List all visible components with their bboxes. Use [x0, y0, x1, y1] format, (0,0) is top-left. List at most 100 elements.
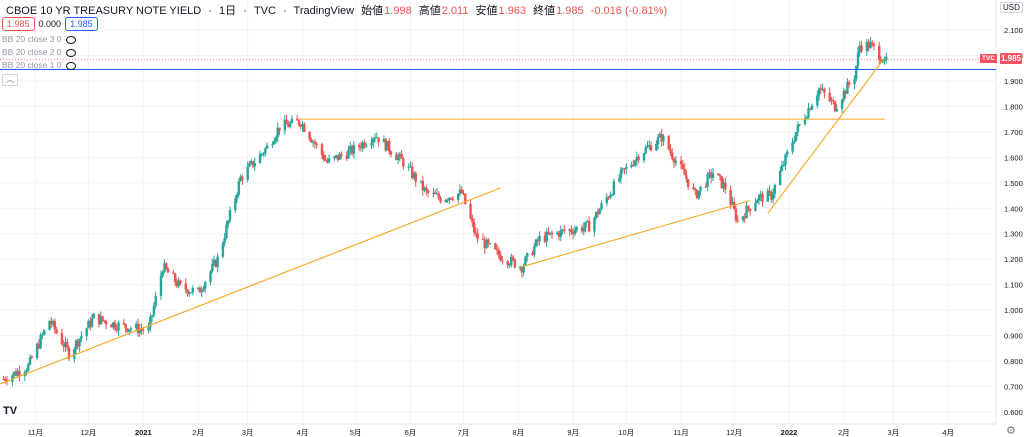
candle-body: [637, 156, 640, 161]
candle-body: [511, 256, 515, 260]
x-tick-label: 6月: [405, 428, 417, 437]
candle-body: [881, 61, 884, 63]
candle-body: [150, 315, 154, 317]
candle-body: [568, 229, 571, 232]
candle-body: [810, 105, 814, 110]
eye-icon[interactable]: [65, 61, 76, 70]
trendline[interactable]: [521, 200, 751, 268]
candle-body: [388, 140, 391, 152]
trade-pills: 1.985 0.000 1.985: [2, 17, 98, 31]
candle-body: [755, 200, 759, 204]
candle-body: [273, 141, 276, 145]
candle-body: [308, 131, 311, 140]
candle-body: [855, 65, 858, 80]
candle-body: [138, 329, 141, 334]
candle-body: [630, 164, 633, 167]
candle-body: [633, 160, 637, 166]
candle-body: [786, 151, 789, 155]
open-value: 1.998: [384, 5, 412, 17]
candle-body: [456, 193, 460, 200]
interval-label[interactable]: 1日: [219, 5, 237, 17]
candle-body: [253, 163, 256, 167]
ohlc-values: 始値1.998 高値2.011 安値1.963 終値1.985 -0.016 (…: [361, 5, 668, 17]
brand-label: TradingView: [293, 5, 355, 17]
candle-body: [301, 124, 304, 127]
trendline[interactable]: [767, 57, 885, 214]
indicator-bb-3[interactable]: BB 20 close 3 0: [2, 34, 76, 44]
candle-body: [625, 166, 628, 170]
candle-body: [571, 232, 575, 234]
candle-body: [609, 194, 612, 199]
sell-pill[interactable]: 1.985: [2, 17, 35, 31]
candle-body: [103, 320, 106, 322]
candle-body: [488, 243, 492, 245]
candle-body: [135, 323, 138, 329]
candle-body: [159, 275, 163, 296]
candle-body: [561, 229, 564, 231]
candle-body: [227, 220, 230, 225]
gear-icon[interactable]: ⚙: [1006, 425, 1016, 437]
candle-body: [250, 161, 253, 164]
x-tick-label: 8月: [513, 428, 525, 437]
candle-body: [297, 120, 301, 126]
eye-icon[interactable]: [65, 35, 76, 44]
candle-body: [421, 180, 425, 191]
eye-icon[interactable]: [65, 48, 76, 57]
candle-body: [407, 166, 410, 168]
candle-body: [347, 149, 350, 159]
candle-body: [672, 158, 676, 164]
candle-body: [828, 92, 831, 101]
candle-body: [173, 273, 177, 283]
candle-body: [409, 166, 412, 168]
candle-body: [533, 246, 536, 255]
candle-body: [283, 119, 287, 131]
trendline[interactable]: [0, 187, 501, 385]
candle-body: [122, 322, 126, 324]
candle-body: [191, 288, 195, 293]
candle-body: [708, 172, 711, 175]
symbol-name[interactable]: CBOE 10 YR TREASURY NOTE YIELD: [6, 5, 202, 17]
candle-body: [563, 229, 566, 232]
tradingview-logo-icon[interactable]: TV: [3, 405, 18, 417]
candle-body: [729, 189, 732, 205]
collapse-chevron-icon[interactable]: ︿: [2, 74, 18, 86]
candle-body: [711, 173, 715, 178]
candle-body: [471, 218, 474, 223]
candle-body: [784, 154, 787, 166]
x-tick-label: 2022: [781, 428, 798, 437]
candle-body: [225, 224, 228, 239]
candle-body: [234, 198, 237, 211]
candle-body: [747, 205, 750, 209]
x-tick-label: 2月: [192, 428, 204, 437]
candle-body: [241, 176, 244, 180]
candle-body: [27, 364, 30, 371]
candle-body: [444, 199, 448, 203]
candle-body: [389, 151, 393, 155]
candle-body: [414, 173, 417, 182]
candle-body: [481, 238, 485, 240]
indicator-bb-1[interactable]: BB 20 close 1 0: [2, 60, 76, 70]
candle-body: [734, 208, 738, 221]
candle-body: [720, 176, 723, 189]
candle-body: [704, 186, 708, 188]
candle-body: [667, 136, 670, 150]
candle-body: [365, 145, 368, 147]
candle-body: [534, 239, 538, 247]
candle-body: [635, 156, 639, 161]
x-tick-label: 11月: [28, 428, 43, 437]
buy-pill[interactable]: 1.985: [65, 17, 98, 31]
candle-body: [43, 330, 46, 335]
candle-body: [216, 256, 219, 267]
candle-body: [692, 186, 695, 190]
y-tick-label: 1.100: [1004, 281, 1023, 290]
candle-body: [612, 181, 616, 195]
indicator-bb-2[interactable]: BB 20 close 2 0: [2, 47, 76, 57]
candle-body: [462, 192, 465, 194]
candle-body: [771, 193, 775, 200]
currency-selector[interactable]: USD: [1000, 2, 1023, 13]
candle-body: [617, 178, 621, 182]
candle-body: [474, 232, 478, 234]
candle-body: [596, 211, 600, 215]
candle-body: [350, 146, 354, 154]
